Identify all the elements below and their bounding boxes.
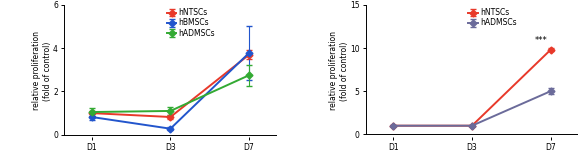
Legend: hNTSCs, hBMSCs, hADMSCs: hNTSCs, hBMSCs, hADMSCs (166, 7, 215, 38)
Text: ***: *** (535, 37, 548, 45)
Y-axis label: relative proliferation
(fold of control): relative proliferation (fold of control) (329, 31, 349, 110)
Y-axis label: relative proliferation
(fold of control): relative proliferation (fold of control) (32, 31, 52, 110)
Legend: hNTSCs, hADMSCs: hNTSCs, hADMSCs (468, 7, 517, 28)
